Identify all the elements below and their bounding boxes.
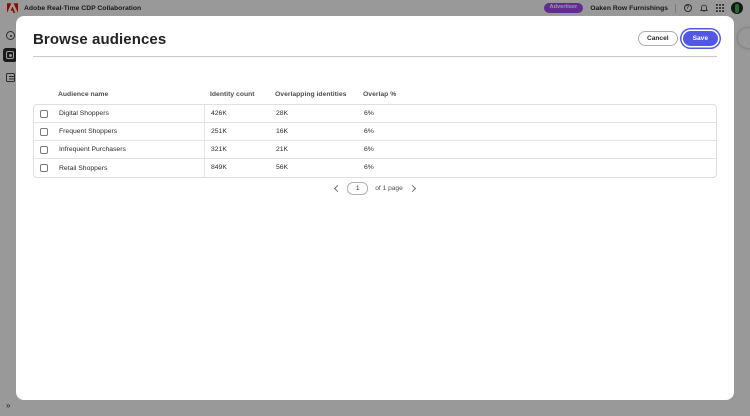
overlap-pct-cell: 6% (364, 110, 374, 117)
audience-name: Retail Shoppers (59, 164, 108, 172)
identity-count-cell: 251K (211, 128, 227, 135)
row-checkbox[interactable] (40, 109, 48, 118)
audiences-icon (6, 51, 14, 59)
row-checkbox[interactable] (40, 145, 48, 154)
user-avatar[interactable] (731, 2, 743, 14)
overlap-pct-cell: 6% (364, 164, 374, 171)
clock-icon (6, 31, 15, 40)
modal-actions: Cancel Save (637, 31, 718, 46)
overlap-pct-cell: 6% (364, 128, 374, 135)
pagination: of 1 page (16, 181, 734, 195)
page-count-label: of 1 page (375, 184, 403, 192)
save-button[interactable]: Save (682, 31, 718, 46)
identity-count-cell: 321K (211, 146, 227, 153)
adobe-logo-icon (7, 3, 18, 13)
app-title: Adobe Real-Time CDP Collaboration (24, 4, 142, 12)
column-header-audience-name: Audience name (58, 91, 109, 98)
page-number-input[interactable] (347, 181, 369, 195)
browse-audiences-modal: Browse audiences Cancel Save Audience na… (16, 16, 734, 400)
identity-count-cell: 849K (211, 164, 227, 171)
table-header: Audience name Identity count Overlapping… (33, 88, 717, 102)
column-header-overlap-pct: Overlap % (363, 91, 397, 98)
audience-name: Digital Shoppers (59, 110, 109, 117)
bell-icon (699, 4, 708, 12)
audience-name-cell: Frequent Shoppers (34, 123, 205, 140)
help-icon: ? (683, 4, 692, 12)
double-chevron-right-icon[interactable]: » (6, 401, 11, 410)
audience-name-cell: Retail Shoppers (34, 159, 205, 177)
help-button[interactable]: ? (683, 4, 692, 13)
table-row[interactable]: Infrequent Purchasers 321K 21K 6% (34, 141, 716, 159)
overlapping-identities-cell: 56K (276, 164, 289, 171)
org-switcher[interactable]: Oaken Row Furnishings (590, 4, 668, 12)
audience-name-cell: Infrequent Purchasers (34, 141, 205, 158)
audience-name: Frequent Shoppers (59, 128, 118, 135)
overlapping-identities-cell: 21K (276, 146, 289, 153)
row-checkbox[interactable] (40, 127, 48, 136)
notifications-button[interactable] (699, 4, 708, 13)
app-switcher-button[interactable] (715, 4, 724, 13)
row-checkbox[interactable] (40, 164, 48, 172)
table-row[interactable]: Frequent Shoppers 251K 16K 6% (34, 123, 716, 141)
audience-name: Infrequent Purchasers (59, 146, 126, 153)
header-divider (675, 3, 676, 13)
rail-item-audiences-active[interactable] (3, 48, 17, 62)
identity-count-cell: 426K (211, 110, 227, 117)
cancel-button[interactable]: Cancel (637, 31, 678, 46)
chevron-left-icon[interactable] (334, 184, 342, 192)
column-header-identity-count: Identity count (210, 91, 255, 98)
title-divider (33, 56, 717, 57)
app-grid-icon (715, 4, 724, 12)
audiences-table: Digital Shoppers 426K 28K 6% Frequent Sh… (33, 104, 717, 178)
header-right: Advertiser Oaken Row Furnishings ? (543, 2, 743, 14)
rail-item-home[interactable] (4, 29, 17, 42)
chevron-right-icon[interactable] (408, 184, 416, 192)
table-row[interactable]: Retail Shoppers 849K 56K 6% (34, 159, 716, 177)
page-floating-button (738, 28, 750, 48)
browse-icon (6, 73, 15, 82)
modal-title: Browse audiences (33, 31, 167, 48)
role-badge: Advertiser (543, 3, 584, 13)
audience-name-cell: Digital Shoppers (34, 105, 205, 122)
table-row[interactable]: Digital Shoppers 426K 28K 6% (34, 105, 716, 123)
overlapping-identities-cell: 28K (276, 110, 289, 117)
rail-item-projects[interactable] (4, 71, 17, 84)
overlapping-identities-cell: 16K (276, 128, 289, 135)
app-header: Adobe Real-Time CDP Collaboration Advert… (0, 0, 750, 16)
column-header-overlapping-identities: Overlapping identities (275, 91, 347, 98)
overlap-pct-cell: 6% (364, 146, 374, 153)
